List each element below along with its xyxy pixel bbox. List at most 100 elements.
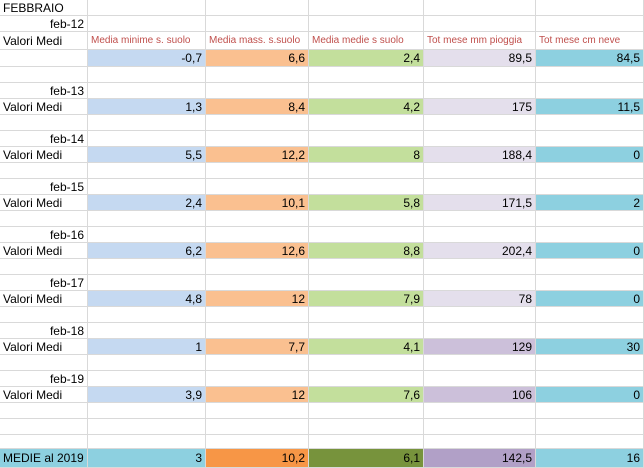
empty-cell[interactable] xyxy=(88,83,206,99)
empty-cell[interactable] xyxy=(309,307,424,323)
total-tot-pioggia[interactable]: 142,5 xyxy=(424,449,536,468)
value-media-mass[interactable]: 8,4 xyxy=(206,99,309,115)
header-media-mass[interactable]: Media mass. s.suolo xyxy=(206,32,309,50)
total-media-medie[interactable]: 6,1 xyxy=(309,449,424,468)
empty-cell[interactable] xyxy=(206,16,309,32)
empty-cell[interactable] xyxy=(309,323,424,339)
empty-cell[interactable] xyxy=(424,0,536,16)
value-media-medie[interactable]: 4,2 xyxy=(309,99,424,115)
value-tot-pioggia[interactable]: 89,5 xyxy=(424,50,536,67)
empty-cell[interactable] xyxy=(309,275,424,291)
value-media-medie[interactable]: 4,1 xyxy=(309,339,424,355)
empty-cell[interactable] xyxy=(309,16,424,32)
empty-cell[interactable] xyxy=(309,435,424,449)
empty-cell[interactable] xyxy=(309,179,424,195)
empty-cell[interactable] xyxy=(206,211,309,227)
empty-cell[interactable] xyxy=(206,227,309,243)
empty-cell[interactable] xyxy=(424,115,536,131)
empty-cell[interactable] xyxy=(88,355,206,371)
value-tot-pioggia[interactable]: 78 xyxy=(424,291,536,307)
empty-cell[interactable] xyxy=(206,323,309,339)
value-media-medie[interactable]: 8,8 xyxy=(309,243,424,259)
empty-cell[interactable] xyxy=(424,227,536,243)
empty-cell[interactable] xyxy=(536,83,644,99)
value-media-minime[interactable]: 6,2 xyxy=(88,243,206,259)
empty-cell[interactable] xyxy=(309,227,424,243)
header-media-medie[interactable]: Media medie s suolo xyxy=(309,32,424,50)
value-media-minime[interactable]: 3,9 xyxy=(88,387,206,403)
empty-cell[interactable] xyxy=(88,403,206,419)
empty-cell[interactable] xyxy=(0,435,88,449)
empty-cell[interactable] xyxy=(309,163,424,179)
empty-cell[interactable] xyxy=(0,211,88,227)
value-media-mass[interactable]: 12,6 xyxy=(206,243,309,259)
header-tot-pioggia[interactable]: Tot mese mm pioggia xyxy=(424,32,536,50)
value-tot-neve[interactable]: 84,5 xyxy=(536,50,644,67)
empty-cell[interactable] xyxy=(424,131,536,147)
empty-cell[interactable] xyxy=(0,115,88,131)
value-media-mass[interactable]: 7,7 xyxy=(206,339,309,355)
empty-cell[interactable] xyxy=(536,259,644,275)
empty-cell[interactable] xyxy=(424,16,536,32)
empty-cell[interactable] xyxy=(536,67,644,83)
empty-cell[interactable] xyxy=(206,179,309,195)
value-media-minime[interactable]: 4,8 xyxy=(88,291,206,307)
header-tot-neve[interactable]: Tot mese cm neve xyxy=(536,32,644,50)
value-tot-neve[interactable]: 11,5 xyxy=(536,99,644,115)
empty-cell[interactable] xyxy=(88,323,206,339)
valori-medi-cell[interactable]: Valori Medi xyxy=(0,243,88,259)
empty-cell[interactable] xyxy=(536,435,644,449)
empty-cell[interactable] xyxy=(309,403,424,419)
empty-cell[interactable] xyxy=(88,371,206,387)
empty-cell[interactable] xyxy=(88,163,206,179)
empty-cell[interactable] xyxy=(206,67,309,83)
empty-cell[interactable] xyxy=(0,419,88,435)
valori-medi-cell[interactable]: Valori Medi xyxy=(0,291,88,307)
value-media-mass[interactable]: 12 xyxy=(206,291,309,307)
value-tot-pioggia[interactable]: 171,5 xyxy=(424,195,536,211)
year-cell[interactable]: feb-15 xyxy=(0,179,88,195)
value-media-minime[interactable]: 2,4 xyxy=(88,195,206,211)
empty-cell[interactable] xyxy=(206,163,309,179)
empty-cell[interactable] xyxy=(536,16,644,32)
empty-cell[interactable] xyxy=(309,371,424,387)
value-tot-pioggia[interactable]: 202,4 xyxy=(424,243,536,259)
value-media-medie[interactable]: 5,8 xyxy=(309,195,424,211)
empty-cell[interactable] xyxy=(536,211,644,227)
total-tot-neve[interactable]: 16 xyxy=(536,449,644,468)
empty-cell[interactable] xyxy=(206,131,309,147)
valori-medi-cell[interactable]: Valori Medi xyxy=(0,99,88,115)
empty-cell[interactable] xyxy=(206,275,309,291)
empty-cell[interactable] xyxy=(88,275,206,291)
empty-cell[interactable] xyxy=(309,67,424,83)
empty-cell[interactable] xyxy=(424,419,536,435)
value-tot-pioggia[interactable]: 188,4 xyxy=(424,147,536,163)
empty-cell[interactable] xyxy=(536,179,644,195)
empty-cell[interactable] xyxy=(309,211,424,227)
empty-cell[interactable] xyxy=(206,435,309,449)
value-media-mass[interactable]: 10,1 xyxy=(206,195,309,211)
empty-cell[interactable] xyxy=(88,419,206,435)
value-tot-neve[interactable]: 0 xyxy=(536,387,644,403)
value-tot-pioggia[interactable]: 175 xyxy=(424,99,536,115)
empty-cell[interactable] xyxy=(206,0,309,16)
empty-cell[interactable] xyxy=(424,275,536,291)
empty-cell[interactable] xyxy=(424,211,536,227)
valori-medi-cell[interactable]: Valori Medi xyxy=(0,32,88,50)
empty-cell[interactable] xyxy=(309,115,424,131)
empty-cell[interactable] xyxy=(424,403,536,419)
sheet-title-cell[interactable]: FEBBRAIO xyxy=(0,0,88,16)
empty-cell[interactable] xyxy=(0,50,88,67)
empty-cell[interactable] xyxy=(88,131,206,147)
value-media-mass[interactable]: 12,2 xyxy=(206,147,309,163)
empty-cell[interactable] xyxy=(88,0,206,16)
empty-cell[interactable] xyxy=(536,403,644,419)
empty-cell[interactable] xyxy=(88,16,206,32)
year-cell[interactable]: feb-19 xyxy=(0,371,88,387)
empty-cell[interactable] xyxy=(309,259,424,275)
empty-cell[interactable] xyxy=(309,0,424,16)
empty-cell[interactable] xyxy=(309,131,424,147)
empty-cell[interactable] xyxy=(424,179,536,195)
empty-cell[interactable] xyxy=(88,179,206,195)
empty-cell[interactable] xyxy=(206,355,309,371)
